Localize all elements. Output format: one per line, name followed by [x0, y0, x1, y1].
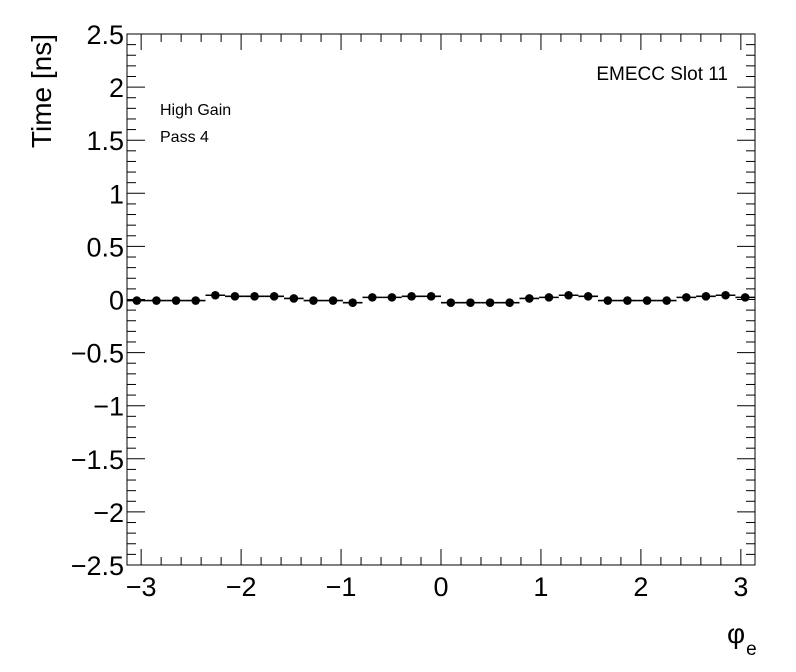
data-point — [656, 296, 677, 305]
data-point — [205, 290, 226, 300]
data-point — [127, 296, 147, 305]
x-tick-label: 2 — [633, 572, 648, 602]
y-tick-label: −2 — [93, 498, 124, 528]
x-axis-label-main: φ — [727, 618, 745, 649]
y-tick-label: 0 — [109, 286, 124, 316]
marker — [407, 292, 416, 301]
annotation-gain: High Gain — [160, 102, 231, 119]
x-tick-label: −1 — [326, 572, 357, 602]
data-point — [715, 290, 736, 300]
data-point — [519, 294, 540, 303]
marker — [642, 296, 652, 305]
y-tick-label: 2 — [109, 73, 124, 103]
marker — [466, 298, 475, 307]
marker — [309, 296, 318, 305]
data-point — [578, 292, 598, 301]
x-tick-label: 1 — [533, 572, 548, 602]
marker — [603, 296, 613, 305]
data-point — [480, 298, 500, 307]
data-point — [362, 293, 383, 302]
marker — [230, 292, 240, 301]
data-point — [617, 296, 638, 305]
y-tick-label: −0.5 — [71, 339, 124, 369]
x-tick-label: −3 — [126, 572, 157, 602]
data-point — [225, 292, 245, 301]
y-tick-labels: −2.5 −2 −1.5 −1 −0.5 0 0.5 1 1.5 2 2.5 — [71, 20, 124, 581]
data-point — [382, 293, 402, 302]
marker — [525, 294, 534, 303]
data-point — [460, 298, 481, 307]
data-point — [146, 296, 167, 305]
data-point — [421, 292, 441, 301]
data-point — [558, 290, 579, 300]
data-point — [637, 296, 657, 305]
marker — [387, 293, 397, 302]
marker — [446, 298, 456, 307]
marker — [740, 293, 750, 302]
x-tick-label: −2 — [226, 572, 257, 602]
data-point — [696, 292, 716, 301]
marker — [132, 296, 142, 305]
data-point — [264, 292, 284, 301]
marker — [328, 296, 338, 305]
marker — [623, 296, 632, 305]
y-tick-label: 1 — [109, 179, 124, 209]
marker — [682, 293, 691, 302]
marker — [191, 296, 200, 305]
data-point — [342, 298, 363, 307]
y-axis-label: Time [ns] — [26, 34, 57, 148]
x-axis-label-sub: e — [746, 639, 757, 660]
x-axis-label: φe — [727, 618, 757, 660]
y-tick-label: −2.5 — [71, 551, 124, 581]
marker — [152, 296, 161, 305]
y-tick-label: 2.5 — [86, 20, 124, 50]
data-point — [499, 298, 520, 307]
data-point — [676, 293, 697, 302]
marker — [544, 293, 554, 302]
data-point — [284, 294, 304, 303]
marker — [426, 292, 436, 301]
marker — [171, 296, 181, 305]
marker — [269, 292, 279, 301]
data-point — [401, 292, 422, 301]
marker — [701, 292, 711, 301]
data-points — [127, 290, 755, 307]
data-point — [598, 296, 618, 305]
marker — [505, 298, 514, 307]
y-tick-label: 1.5 — [86, 126, 124, 156]
y-tick-label: −1.5 — [71, 445, 124, 475]
marker — [485, 298, 495, 307]
annotation-slot: EMECC Slot 11 — [596, 64, 728, 85]
marker — [348, 298, 357, 307]
data-point — [735, 293, 755, 302]
marker — [289, 294, 299, 303]
marker — [250, 292, 259, 301]
data-point — [185, 296, 206, 305]
y-tick-label: −1 — [93, 392, 124, 422]
data-point — [441, 298, 461, 307]
x-tick-labels: −3 −2 −1 0 1 2 3 — [126, 572, 749, 602]
marker — [211, 290, 220, 300]
data-point — [323, 296, 343, 305]
x-tick-label: 0 — [433, 572, 448, 602]
x-tick-label: 3 — [733, 572, 748, 602]
y-tick-label: 0.5 — [86, 232, 124, 262]
data-point — [539, 293, 559, 302]
annotation-pass: Pass 4 — [160, 129, 209, 146]
data-point — [166, 296, 186, 305]
data-point — [244, 292, 265, 301]
marker — [564, 290, 573, 300]
axis-ticks — [127, 33, 755, 566]
marker — [662, 296, 671, 305]
marker — [583, 292, 593, 301]
data-point — [303, 296, 324, 305]
marker — [721, 290, 730, 300]
marker — [368, 293, 377, 302]
